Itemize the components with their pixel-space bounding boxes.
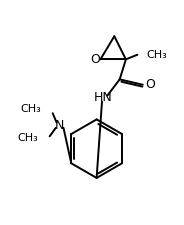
Text: O: O	[145, 78, 155, 91]
Text: HN: HN	[93, 91, 112, 104]
Text: CH₃: CH₃	[17, 133, 38, 143]
Text: N: N	[55, 119, 64, 132]
Text: O: O	[90, 53, 100, 66]
Text: CH₃: CH₃	[20, 104, 41, 114]
Text: CH₃: CH₃	[147, 50, 167, 60]
